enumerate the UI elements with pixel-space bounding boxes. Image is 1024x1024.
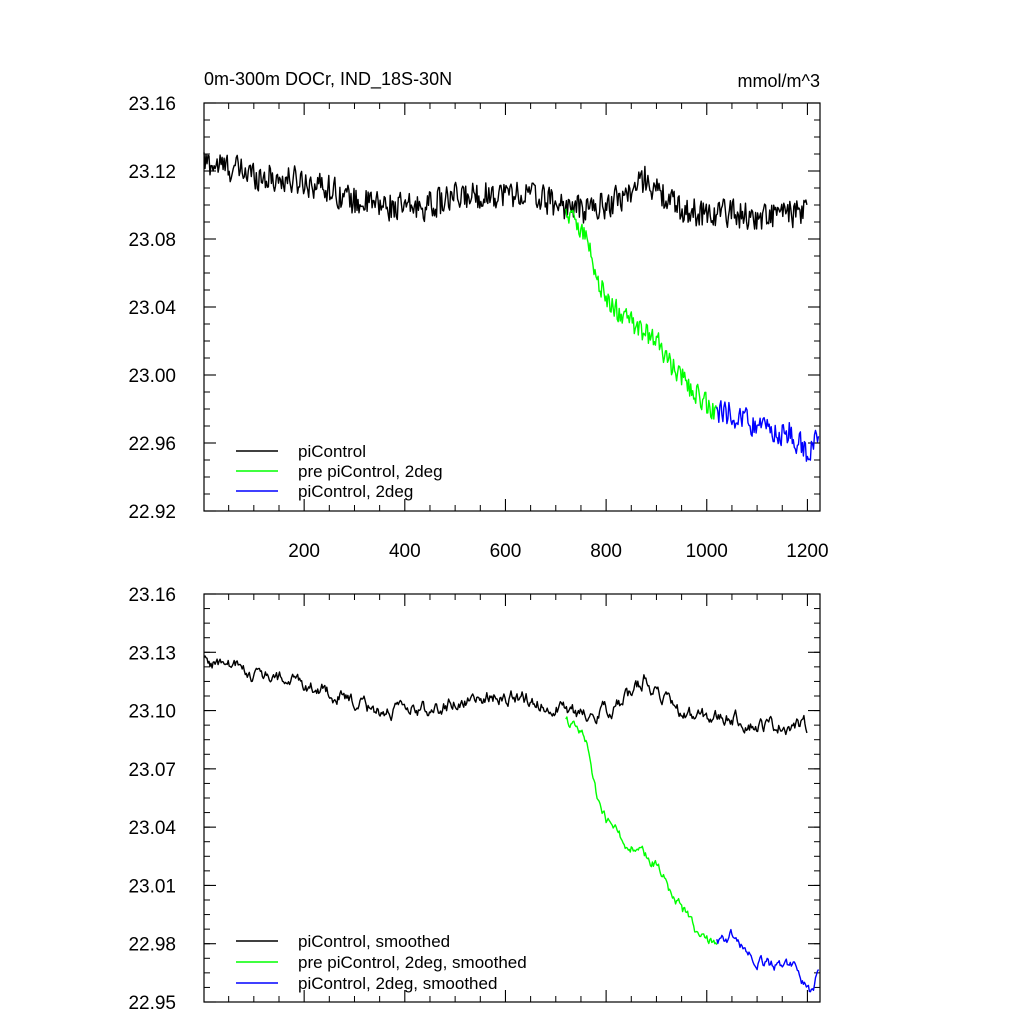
legend-label: piControl, 2deg, smoothed [298, 974, 497, 993]
chart-title: 0m-300m DOCr, IND_18S-30N [204, 69, 452, 90]
y-tick-label: 23.12 [128, 162, 176, 183]
y-tick-label: 22.92 [128, 502, 176, 523]
y-tick-label: 23.04 [128, 298, 176, 319]
series-line [716, 928, 820, 993]
legend: piControl pre piControl, 2deg piControl,… [236, 442, 443, 501]
series-line [565, 208, 718, 420]
y-tick-label: 22.96 [128, 434, 176, 455]
legend-entry: pre piControl, 2deg [236, 462, 443, 481]
y-tick-label: 23.01 [128, 876, 176, 897]
bottom-panel: 22.95 22.98 23.01 23.04 23.07 23.10 23.13 23.16… [128, 585, 821, 1014]
x-tick-label: 600 [490, 541, 522, 562]
legend-label: piControl [298, 442, 366, 461]
x-tick-label: 1000 [686, 541, 728, 562]
units-label: mmol/m^3 [738, 71, 820, 91]
y-tick-label: 22.95 [128, 993, 176, 1014]
legend-label: pre piControl, 2deg [298, 462, 443, 481]
series-line [203, 655, 808, 736]
plot-frame [203, 593, 821, 1003]
x-tick-label: 800 [590, 541, 622, 562]
x-tick-label: 200 [288, 541, 320, 562]
top-panel: 0m-300m DOCr, IND_18S-30N mmol/m^3 22.92… [128, 69, 828, 562]
legend-entry: pre piControl, 2deg, smoothed [236, 953, 527, 972]
y-tick-label: 23.00 [128, 366, 176, 387]
legend-label: piControl, smoothed [298, 932, 450, 951]
legend-entry: piControl, 2deg [236, 482, 413, 501]
legend-entry: piControl [236, 442, 366, 461]
legend-entry: piControl, 2deg, smoothed [236, 974, 497, 993]
legend-label: piControl, 2deg [298, 482, 413, 501]
y-tick-label: 23.13 [128, 643, 176, 664]
y-tick-label: 23.16 [128, 94, 176, 115]
y-tick-label: 22.98 [128, 935, 176, 956]
y-tick-label: 23.07 [128, 760, 176, 781]
legend-label: pre piControl, 2deg, smoothed [298, 953, 527, 972]
y-tick-label: 23.08 [128, 230, 176, 251]
series-line [203, 152, 808, 230]
series-line [716, 400, 820, 462]
plot-frame [203, 102, 821, 512]
legend-entry: piControl, smoothed [236, 932, 450, 951]
x-tick-label: 400 [389, 541, 421, 562]
y-tick-label: 23.04 [128, 818, 176, 839]
legend: piControl, smoothed pre piControl, 2deg,… [236, 932, 527, 993]
y-tick-label: 23.10 [128, 702, 176, 723]
x-tick-label: 1200 [786, 541, 828, 562]
y-tick-label: 23.16 [128, 585, 176, 606]
series-line [565, 716, 718, 946]
